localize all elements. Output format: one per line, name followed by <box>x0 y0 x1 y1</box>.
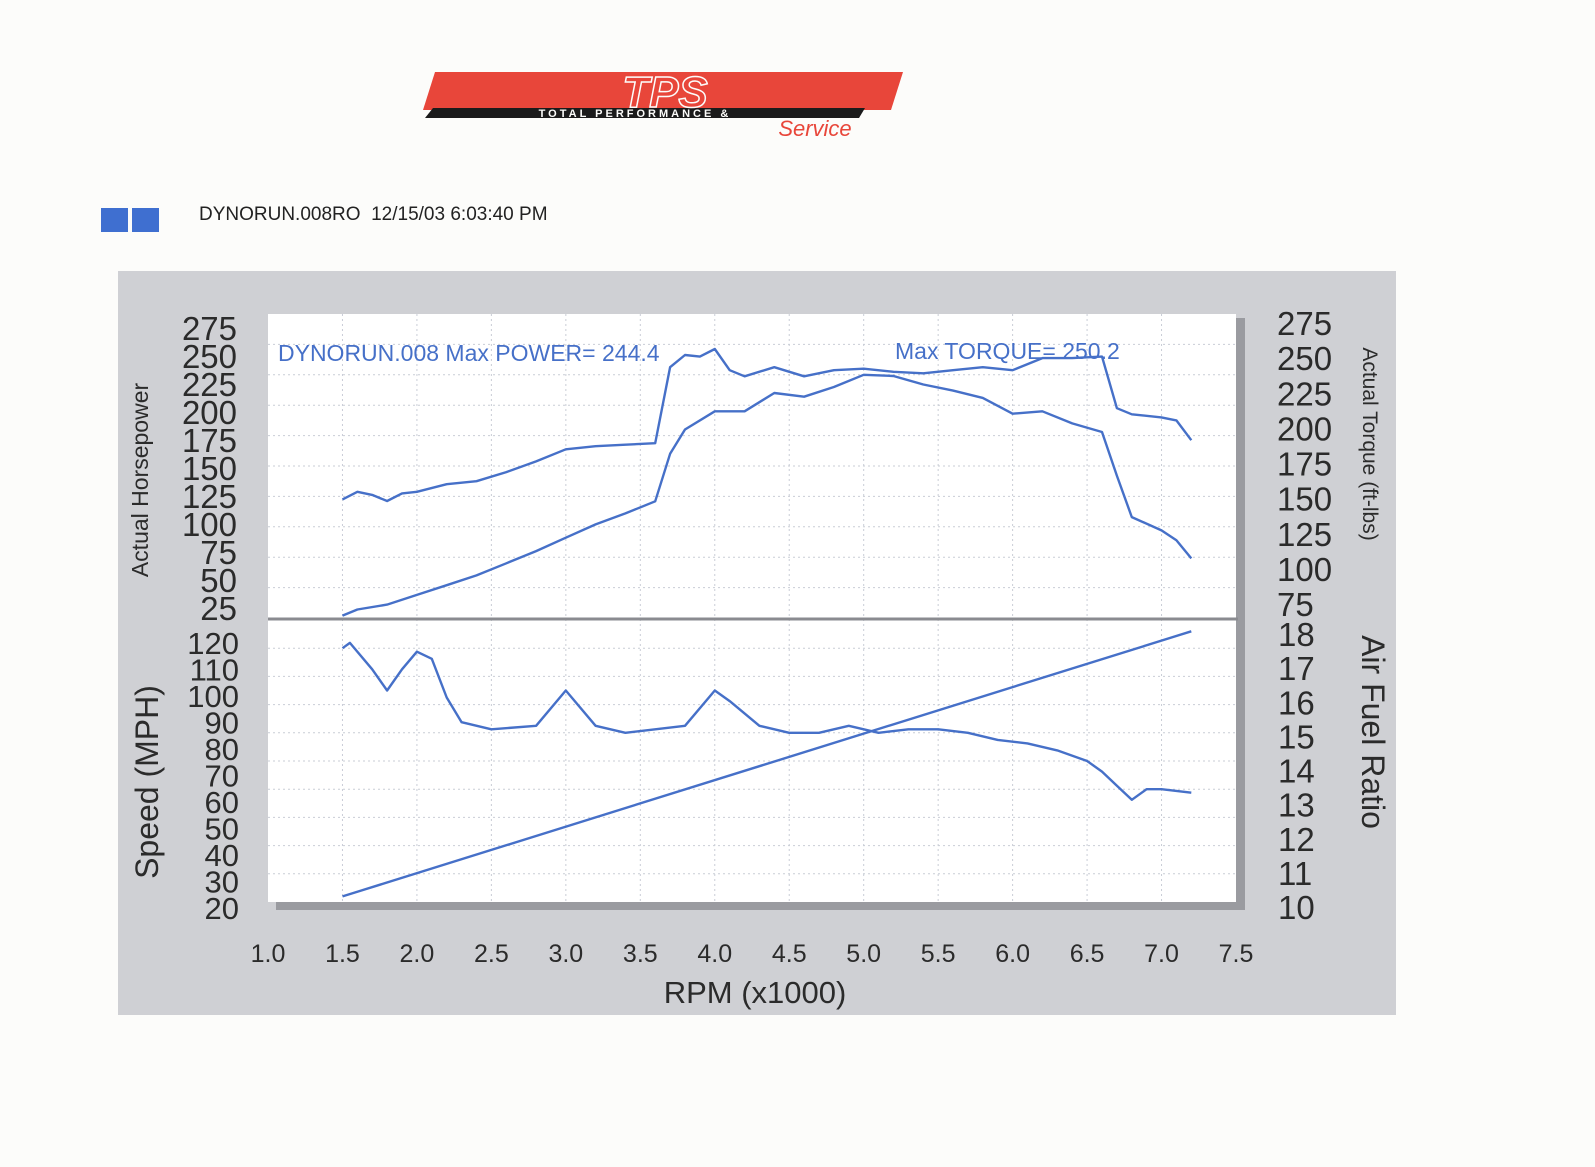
y-tick-label-right: 13 <box>1278 787 1315 824</box>
y-tick-label-left: 30 <box>205 865 239 900</box>
series-lines <box>341 347 1193 898</box>
y-tick-label-left: 250 <box>182 338 237 375</box>
y-tick-label-right: 17 <box>1278 650 1315 687</box>
y-tick-label-right: 18 <box>1278 616 1315 653</box>
run-header: DYNORUN.008RO 12/15/03 6:03:40 PM <box>199 204 548 226</box>
y-tick-label-left: 80 <box>205 732 239 767</box>
x-axis-title: RPM (x1000) <box>664 975 847 1010</box>
x-tick-label: 6.0 <box>995 940 1030 968</box>
y-axis-title-right-top: Actual Torque (ft-lbs) <box>1358 347 1381 540</box>
y-tick-label-left: 100 <box>182 506 237 543</box>
run-file: DYNORUN.008RO <box>199 204 361 225</box>
x-tick-label: 7.5 <box>1219 940 1254 968</box>
y-tick-label-left: 60 <box>205 785 239 820</box>
y-tick-label-left: 75 <box>200 534 237 571</box>
y-tick-label-right: 16 <box>1278 684 1315 721</box>
x-tick-label: 3.5 <box>623 940 658 968</box>
series-line-speed <box>342 630 1192 898</box>
y-tick-label-left: 200 <box>182 394 237 431</box>
tps-logo: TPS TOTAL PERFORMANCE & Service <box>423 67 903 141</box>
x-tick-label: 4.5 <box>772 940 807 968</box>
x-tick-label: 3.0 <box>548 940 583 968</box>
logo-brand: TPS <box>622 68 708 117</box>
x-tick-label: 2.0 <box>400 940 435 968</box>
y-tick-label-left: 225 <box>182 366 237 403</box>
annotation-max-torque: Max TORQUE= 250.2 <box>895 338 1120 364</box>
annotation-max-power: DYNORUN.008 Max POWER= 244.4 <box>278 340 660 366</box>
x-tick-label: 5.0 <box>846 940 881 968</box>
y-tick-label-left: 110 <box>190 653 239 688</box>
x-tick-label: 7.0 <box>1144 940 1179 968</box>
y-tick-label-right: 225 <box>1277 375 1332 412</box>
y-tick-label-right: 14 <box>1278 753 1315 790</box>
run-timestamp: 12/15/03 6:03:40 PM <box>371 204 548 225</box>
y-tick-label-right: 100 <box>1277 551 1332 588</box>
legend-swatch <box>101 208 128 232</box>
y-tick-label-left: 100 <box>187 679 239 714</box>
y-tick-label-left: 50 <box>200 562 237 599</box>
y-tick-label-left: 40 <box>205 838 239 873</box>
y-axis-title-left-top: Actual Horsepower <box>127 383 153 578</box>
tick-labels: 1.0 1.5 2.0 2.5 3.0 3.5 4.0 4.5 5.0 5.5 6.0 6.5 7.0 7… <box>182 305 1332 968</box>
y-axis-title-right-bottom: Air Fuel Ratio <box>1355 635 1391 829</box>
y-tick-label-right: 12 <box>1278 821 1315 858</box>
logo-script: Service <box>778 116 851 141</box>
series-line-torque <box>341 347 1193 503</box>
y-tick-label-left: 150 <box>182 450 237 487</box>
y-tick-label-right: 175 <box>1277 446 1332 483</box>
y-tick-label-right: 150 <box>1277 481 1332 518</box>
y-tick-label-right: 11 <box>1278 855 1312 892</box>
y-tick-label-right: 15 <box>1278 718 1315 755</box>
y-tick-label-left: 125 <box>182 478 237 515</box>
grid <box>268 314 1236 902</box>
x-tick-label: 2.5 <box>474 940 509 968</box>
series-line-horsepower <box>342 373 1193 617</box>
y-tick-label-right: 250 <box>1277 340 1332 377</box>
legend-swatch <box>132 208 159 232</box>
y-tick-label-left: 275 <box>182 310 237 347</box>
y-tick-label-left: 50 <box>205 812 239 847</box>
logo-tagline: TOTAL PERFORMANCE & <box>539 108 732 120</box>
y-tick-label-left: 70 <box>205 759 239 794</box>
y-tick-label-left: 20 <box>205 891 239 926</box>
x-tick-label: 1.0 <box>251 940 286 968</box>
series-line-air-fuel <box>341 641 1192 801</box>
y-tick-label-left: 120 <box>187 626 239 661</box>
series-legend-swatches <box>101 208 159 232</box>
y-tick-label-right: 200 <box>1277 410 1332 447</box>
x-tick-label: 5.5 <box>921 940 956 968</box>
y-axis-title-left-bottom: Speed (MPH) <box>129 685 165 879</box>
y-tick-label-right: 125 <box>1277 516 1332 553</box>
y-tick-label-right: 10 <box>1278 889 1315 926</box>
x-tick-label: 6.5 <box>1070 940 1105 968</box>
y-tick-label-left: 25 <box>200 590 237 627</box>
x-tick-label: 1.5 <box>325 940 360 968</box>
y-tick-label-left: 175 <box>182 422 237 459</box>
y-tick-label-right: 275 <box>1277 305 1332 342</box>
x-tick-label: 4.0 <box>697 940 732 968</box>
y-tick-label-right: 75 <box>1277 586 1314 623</box>
y-tick-label-left: 90 <box>205 706 239 741</box>
